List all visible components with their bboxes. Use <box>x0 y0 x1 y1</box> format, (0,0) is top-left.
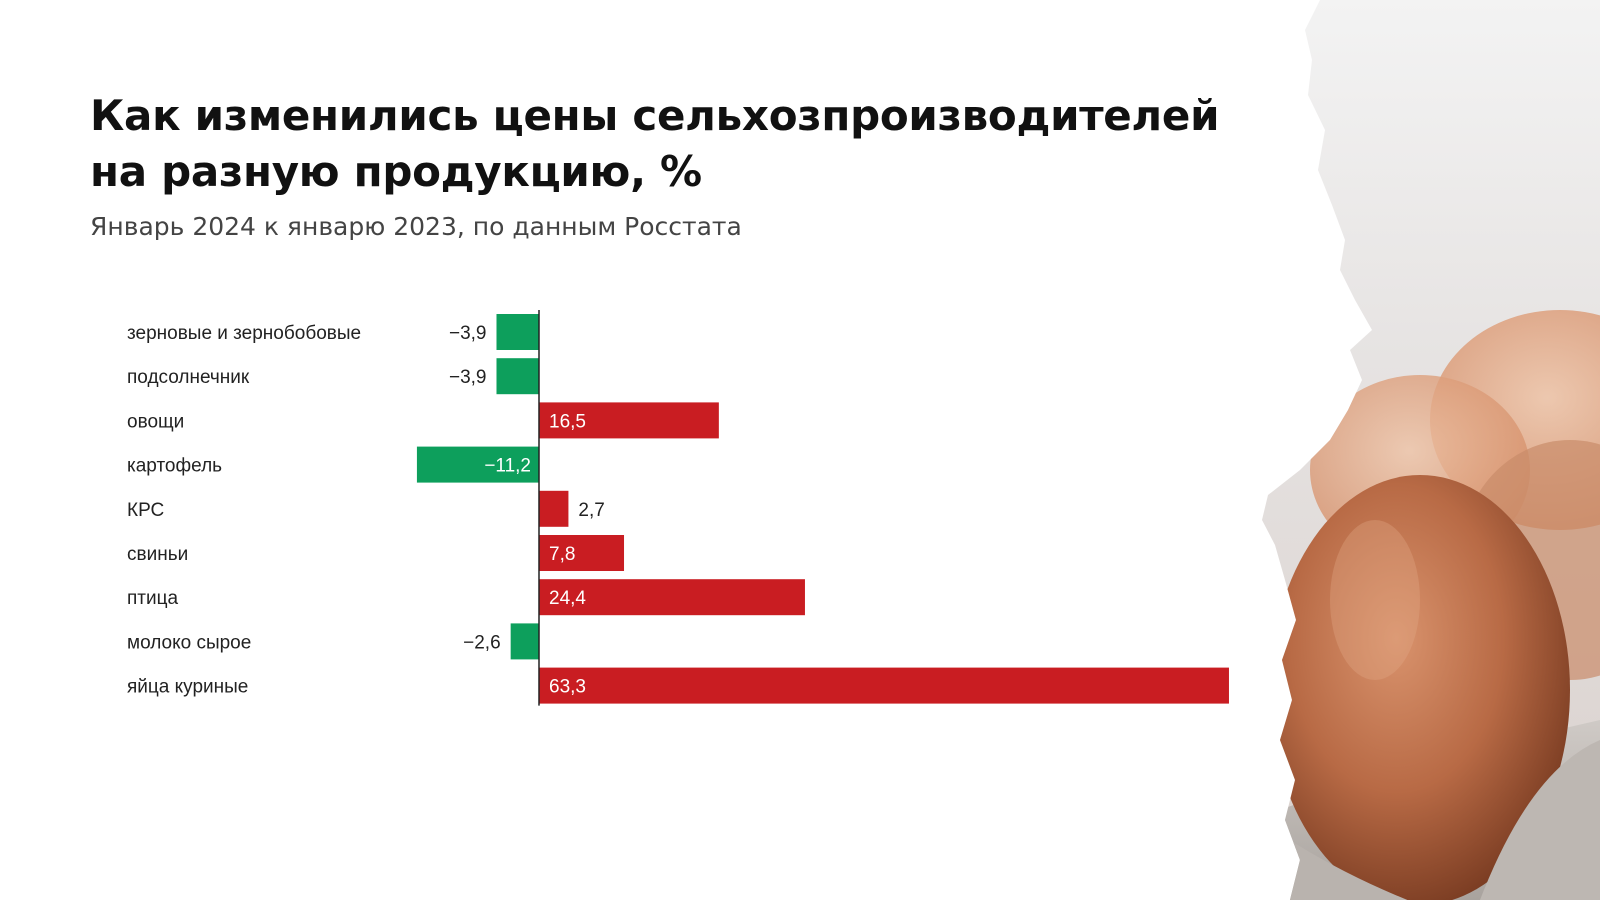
value-label: −11,2 <box>484 456 531 477</box>
bar <box>539 667 1229 704</box>
category-label: КРС <box>127 500 164 521</box>
bar <box>539 579 805 616</box>
value-label: 63,3 <box>549 677 586 698</box>
category-label: птица <box>127 588 178 609</box>
bar <box>496 314 539 350</box>
chart-subtitle: Январь 2024 к январю 2023, по данным Рос… <box>90 212 742 241</box>
bar <box>416 446 539 483</box>
value-label: 7,8 <box>549 544 575 565</box>
value-label: −2,6 <box>463 632 501 653</box>
category-label: молоко сырое <box>127 632 251 653</box>
bar <box>539 535 625 571</box>
value-label: −3,9 <box>449 367 487 388</box>
chart-title: Как изменились цены сельхозпроизводителе… <box>90 88 1310 200</box>
category-label: свиньи <box>127 544 188 565</box>
bar <box>539 490 569 527</box>
bar <box>510 623 539 660</box>
category-label: зерновые и зернобобовые <box>127 323 361 344</box>
value-label: 2,7 <box>578 500 604 521</box>
category-label: подсолнечник <box>127 367 250 388</box>
category-label: картофель <box>127 456 222 477</box>
chart-title-line-1: Как изменились цены сельхозпроизводителе… <box>90 91 1220 140</box>
value-label: 24,4 <box>549 588 586 609</box>
category-label: овощи <box>127 411 184 432</box>
value-label: −3,9 <box>449 323 487 344</box>
bar <box>539 402 719 439</box>
bar <box>496 358 539 395</box>
value-label: 16,5 <box>549 411 586 432</box>
category-label: яйца куриные <box>127 677 248 698</box>
chart-title-line-2: на разную продукцию, % <box>90 147 702 196</box>
